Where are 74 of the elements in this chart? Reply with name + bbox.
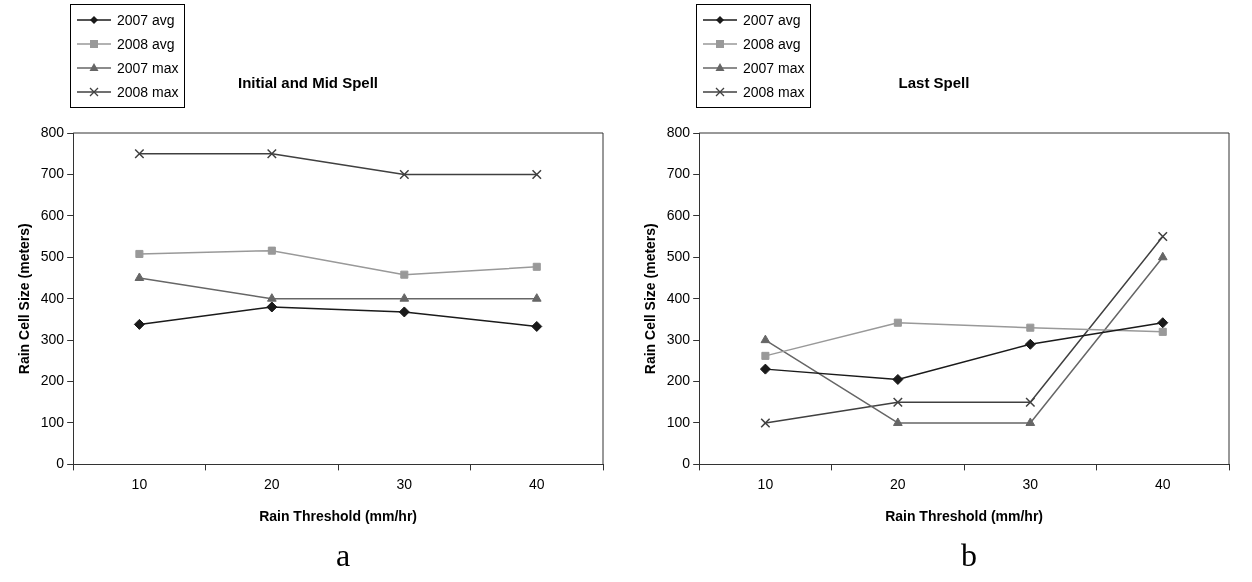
point [892, 397, 903, 408]
y-axis-title: Rain Cell Size (meters) [16, 223, 33, 375]
x-tick-label: 30 [1022, 475, 1039, 492]
point [531, 293, 542, 302]
point [532, 262, 541, 271]
point [892, 373, 904, 385]
point [1158, 327, 1167, 336]
point [759, 363, 771, 375]
y-tick-label: 800 [40, 123, 65, 140]
x-tick-label: 40 [528, 475, 545, 492]
x-tick-label: 10 [757, 475, 774, 492]
y-tick-label: 500 [40, 248, 65, 265]
y-tick-label: 800 [666, 123, 691, 140]
text: b [961, 536, 977, 575]
x-tick-label: 40 [1154, 475, 1171, 492]
point [400, 270, 409, 279]
point [1024, 338, 1036, 350]
legend-label: 2007 max [743, 60, 805, 76]
legend-label: 2008 avg [117, 36, 175, 52]
point [135, 249, 144, 258]
legend-label: 2008 max [117, 84, 179, 100]
point [1157, 251, 1168, 261]
y-axis-title: Rain Cell Size (meters) [642, 223, 659, 375]
x-tick-label: 10 [131, 475, 148, 492]
x-tick-label: 20 [264, 475, 280, 492]
y-tick-label: 200 [666, 372, 691, 389]
x-tick-label: 30 [396, 475, 413, 492]
legend-label: 2008 avg [743, 36, 801, 52]
point [133, 318, 145, 330]
y-tick-label: 400 [40, 289, 65, 306]
point [760, 417, 771, 428]
y-tick-label: 400 [666, 289, 691, 306]
y-tick-label: 300 [40, 330, 65, 347]
y-tick-label: 600 [40, 206, 65, 223]
point [1157, 317, 1169, 329]
point [1025, 397, 1036, 408]
point [761, 351, 770, 360]
y-tick-label: 100 [666, 413, 691, 430]
text: a [335, 536, 351, 575]
point [399, 293, 410, 302]
point [531, 320, 543, 332]
point [134, 272, 145, 281]
x-axis-title: Rain Threshold (mm/hr) [885, 508, 1044, 525]
point [267, 246, 276, 255]
point [1157, 231, 1168, 242]
y-tick-label: 300 [666, 330, 691, 347]
y-tick-label: 500 [666, 248, 691, 265]
point [531, 169, 542, 180]
point [398, 306, 410, 318]
point [267, 293, 277, 302]
chart-title: Initial and Mid Spell [237, 74, 379, 92]
y-tick-label: 600 [666, 206, 691, 223]
y-tick-label: 700 [40, 165, 65, 182]
x-tick-label: 20 [890, 475, 906, 492]
point [1025, 417, 1036, 426]
y-tick-label: 100 [40, 413, 65, 430]
point [399, 169, 410, 180]
y-tick-label: 700 [666, 165, 691, 182]
point [266, 148, 277, 159]
point [760, 334, 771, 344]
legend-label: 2007 max [117, 60, 179, 76]
y-tick-label: 200 [40, 372, 65, 389]
x-axis-title: Rain Threshold (mm/hr) [259, 508, 418, 525]
y-tick-label: 0 [56, 455, 65, 472]
chart-title: Last Spell [898, 74, 970, 92]
point [1026, 323, 1035, 332]
legend-label: 2007 avg [117, 12, 175, 28]
y-tick-label: 0 [682, 455, 691, 472]
point [266, 301, 278, 313]
point [893, 318, 902, 327]
point [893, 417, 903, 426]
legend-label: 2007 avg [743, 12, 801, 28]
legend-label: 2008 max [743, 84, 805, 100]
point [134, 148, 145, 159]
